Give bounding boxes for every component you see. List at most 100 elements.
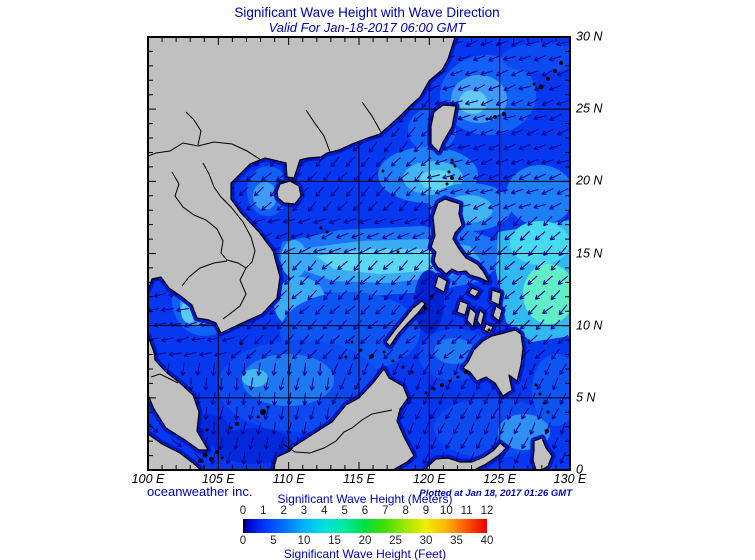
land-peninsula <box>148 335 209 451</box>
lat-label: 25 N <box>576 101 603 116</box>
small-island <box>450 176 454 180</box>
country-border <box>171 171 247 269</box>
meters-tick: 12 <box>480 505 494 517</box>
small-island <box>532 82 536 86</box>
small-island <box>382 350 386 354</box>
small-island <box>464 370 468 374</box>
land-mindanao <box>462 329 524 397</box>
small-island <box>391 359 395 363</box>
small-island <box>344 355 348 359</box>
lon-label: 130 E <box>553 472 587 486</box>
small-island <box>546 410 550 414</box>
country-border <box>282 409 393 454</box>
land-sumatra <box>148 433 202 470</box>
small-island <box>266 405 270 409</box>
small-island <box>440 383 444 387</box>
small-island <box>209 457 213 461</box>
lat-label: 5 N <box>576 390 596 405</box>
feet-tick: 20 <box>358 535 372 547</box>
small-island <box>423 306 427 310</box>
map-frame <box>147 36 571 471</box>
page-title: Significant Wave Height with Wave Direct… <box>234 5 500 20</box>
small-island <box>319 226 323 230</box>
small-island <box>493 115 497 119</box>
lon-label: 100 E <box>131 472 165 486</box>
small-island <box>220 456 224 460</box>
country-border <box>361 101 383 135</box>
small-island <box>447 170 451 174</box>
lat-label: 30 N <box>576 29 603 44</box>
small-island <box>370 354 374 358</box>
meters-tick: 7 <box>382 505 389 517</box>
small-island <box>239 342 243 346</box>
small-island <box>553 69 557 73</box>
land-negros <box>466 307 477 328</box>
country-border <box>185 111 202 146</box>
land-panay <box>456 300 469 316</box>
small-island <box>432 387 436 391</box>
small-island <box>396 250 400 254</box>
small-island <box>410 370 414 374</box>
land-taiwan <box>430 104 457 153</box>
small-island <box>538 84 544 90</box>
meters-tick: 1 <box>260 505 267 517</box>
small-island <box>256 415 260 419</box>
small-island <box>448 379 452 383</box>
land-cebu <box>476 309 485 327</box>
small-island <box>502 112 506 116</box>
small-island <box>545 429 549 433</box>
credit-text: oceanweather inc. <box>147 484 253 499</box>
small-island <box>450 158 454 162</box>
country-border <box>181 260 228 287</box>
small-island <box>325 230 329 234</box>
colorbar <box>243 519 487 533</box>
lon-label: 120 E <box>412 472 446 486</box>
lon-label: 110 E <box>272 472 305 486</box>
small-island <box>202 452 208 458</box>
land-luzon <box>430 198 490 283</box>
land-mindoro <box>434 275 448 293</box>
small-island <box>350 340 354 344</box>
valid-time-subtitle: Valid For Jan-18-2017 06:00 GMT <box>268 20 466 35</box>
small-island <box>487 328 491 332</box>
small-island <box>538 392 542 396</box>
land-leyte <box>492 305 503 322</box>
country-border <box>148 141 262 161</box>
feet-tick: 10 <box>297 535 311 547</box>
meters-tick: 11 <box>460 505 473 517</box>
small-island <box>417 311 421 315</box>
feet-tick: 40 <box>480 535 494 547</box>
land-hainan <box>276 180 302 205</box>
country-border <box>150 373 179 384</box>
feet-tick: 5 <box>270 535 277 547</box>
small-island <box>534 383 538 387</box>
meters-tick: 9 <box>422 505 430 517</box>
colorbar-feet-title: Significant Wave Height (Feet) <box>283 547 447 560</box>
small-island <box>453 164 457 168</box>
frame-ticks <box>149 38 569 469</box>
small-island <box>456 375 460 379</box>
small-island <box>205 428 209 432</box>
small-island <box>546 77 550 81</box>
land-bohol <box>483 323 494 334</box>
small-island <box>198 459 202 463</box>
small-island <box>359 348 363 352</box>
lat-label: 10 N <box>576 318 603 333</box>
meters-tick: 0 <box>239 505 247 517</box>
small-island <box>485 117 489 121</box>
lat-label: 15 N <box>576 246 603 261</box>
land-palawan <box>385 300 426 347</box>
meters-tick: 5 <box>341 505 348 517</box>
small-island <box>401 365 405 369</box>
land-mainland <box>148 37 456 334</box>
feet-tick: 0 <box>239 535 247 547</box>
feet-tick: 15 <box>328 535 341 547</box>
small-island <box>559 61 563 65</box>
meters-tick: 6 <box>361 505 369 517</box>
feet-tick: 30 <box>419 535 433 547</box>
plotted-timestamp: Plotted at Jan 18, 2017 01:26 GMT <box>419 488 572 499</box>
meters-tick: 2 <box>280 505 287 517</box>
lon-label: 115 E <box>343 472 375 486</box>
